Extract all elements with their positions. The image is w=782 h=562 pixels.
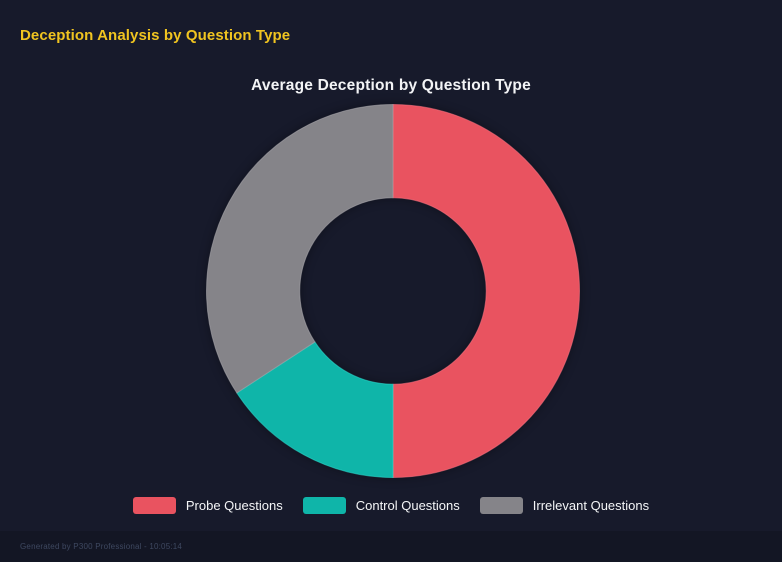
donut-segment-2[interactable]	[236, 341, 394, 479]
legend-label: Irrelevant Questions	[532, 498, 650, 513]
page-title: Deception Analysis by Question Type	[20, 27, 291, 44]
donut-chart[interactable]	[193, 91, 593, 491]
legend-swatch	[302, 497, 346, 514]
donut-segment-3[interactable]	[206, 103, 394, 394]
legend-swatch	[132, 497, 176, 514]
legend-item-3[interactable]: Irrelevant Questions	[479, 497, 650, 514]
chart-legend: Probe Questions Control Questions Irreleva…	[0, 497, 782, 514]
legend-item-1[interactable]: Probe Questions	[132, 497, 283, 514]
legend-item-2[interactable]: Control Questions	[302, 497, 460, 514]
chart-title: Average Deception by Question Type	[251, 77, 531, 94]
donut-segment-1[interactable]	[392, 103, 580, 479]
footer-text: Generated by P300 Professional - 10:05:1…	[20, 542, 183, 551]
legend-label: Probe Questions	[185, 498, 283, 513]
footer-bar: Generated by P300 Professional - 10:05:1…	[0, 531, 782, 562]
legend-label: Control Questions	[355, 498, 460, 513]
legend-swatch	[479, 497, 523, 514]
